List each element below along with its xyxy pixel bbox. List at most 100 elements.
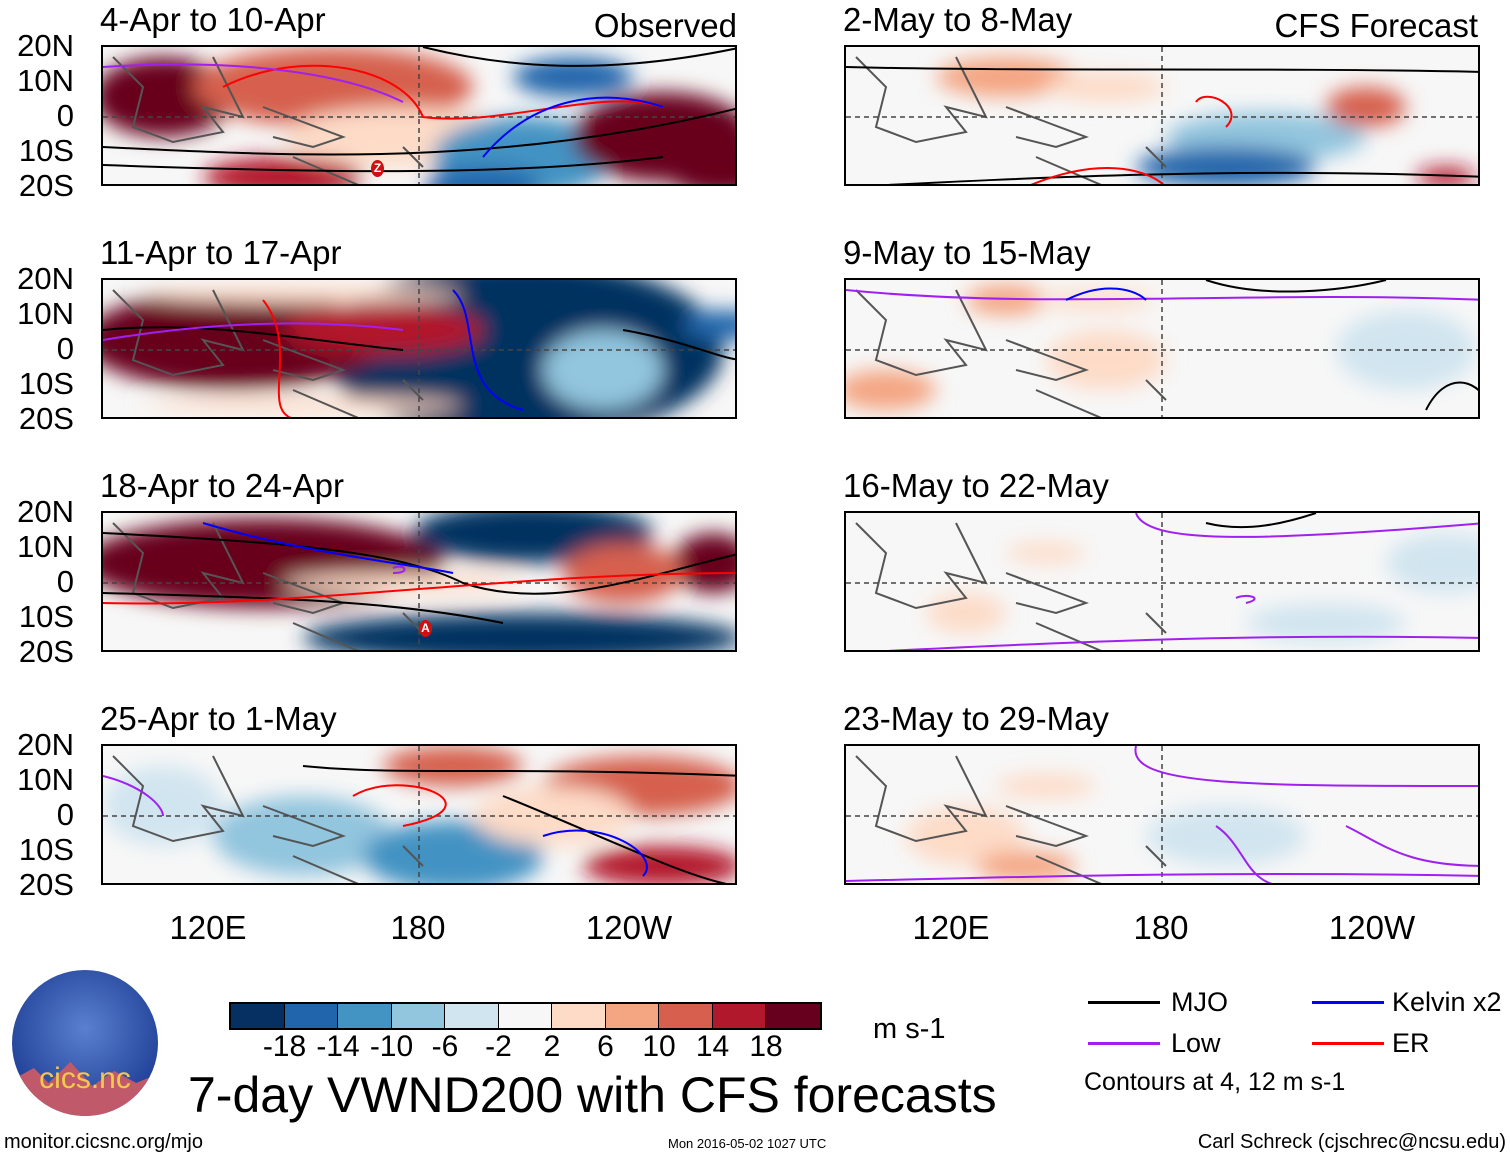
longitude-label: 120W	[585, 909, 673, 946]
panel-title: 23-May to 29-May	[843, 700, 1109, 737]
colorbar-swatch	[231, 1004, 285, 1028]
anomaly-field	[1386, 533, 1478, 593]
colorbar-tick: 6	[597, 1030, 614, 1063]
forecast-map-panel	[844, 278, 1480, 419]
colorbar-tick: -2	[485, 1030, 512, 1063]
contour-line	[262, 299, 292, 417]
anomaly-field	[906, 806, 1026, 866]
contour-line	[103, 107, 735, 156]
coastline	[112, 755, 424, 883]
panel-title: 11-Apr to 17-Apr	[100, 234, 342, 271]
observed-map-panel: Z	[101, 45, 737, 186]
contour-line	[622, 329, 735, 361]
contour-line	[846, 66, 1478, 73]
colorbar-tick: 10	[642, 1030, 676, 1063]
anomaly-field	[976, 851, 1076, 881]
latitude-label: 20S	[18, 168, 74, 203]
latitude-label: 10S	[18, 599, 74, 634]
colorbar-swatch	[605, 1004, 659, 1028]
anomaly-field	[1046, 330, 1166, 390]
anomaly-field	[1246, 603, 1406, 643]
forecast-map-panel	[844, 511, 1480, 652]
latitude-label: 10S	[18, 366, 74, 401]
legend-mjo-line	[1088, 1001, 1160, 1004]
storm-marker: Z	[371, 160, 384, 177]
contour-line	[846, 872, 1478, 882]
anomaly-field	[383, 746, 523, 786]
colorbar-swatch	[391, 1004, 445, 1028]
contour-line	[846, 289, 1478, 301]
contour-line	[1345, 825, 1478, 867]
latitude-label: 10N	[17, 529, 74, 564]
contour-line	[103, 63, 404, 103]
legend-low-label: Low	[1171, 1028, 1221, 1058]
colorbar-tick: -10	[369, 1030, 414, 1063]
coastline	[855, 289, 1167, 417]
legend-kelvin-line	[1312, 1001, 1384, 1004]
latitude-label: 20S	[18, 634, 74, 669]
panel-title: 25-Apr to 1-May	[100, 700, 337, 737]
latitude-label: 10N	[17, 762, 74, 797]
contour-line	[1195, 95, 1233, 128]
latitude-label: 10N	[17, 296, 74, 331]
contour-line	[502, 795, 727, 883]
contour-line	[1425, 381, 1478, 411]
contour-line	[422, 47, 735, 67]
anomaly-field	[846, 370, 936, 410]
latitude-label: 20S	[18, 401, 74, 436]
colorbar-swatch	[498, 1004, 552, 1028]
panel-title: 9-May to 15-May	[843, 234, 1091, 271]
coastline	[112, 56, 424, 184]
coastline	[855, 56, 1167, 184]
contour-line	[1065, 287, 1147, 301]
longitude-label: 120W	[1328, 909, 1416, 946]
coastline	[855, 522, 1167, 650]
contour-line	[103, 532, 735, 595]
anomaly-field	[966, 285, 1046, 315]
colorbar-swatch	[445, 1004, 499, 1028]
legend-er-label: ER	[1392, 1028, 1430, 1058]
anomaly-field	[1006, 543, 1086, 563]
latitude-label: 20N	[17, 727, 74, 762]
cics-logo: cics.nc	[12, 970, 158, 1116]
footer-credit: Carl Schreck (cjschrec@ncsu.edu)	[1197, 1131, 1506, 1153]
colorbar-swatch	[766, 1004, 820, 1028]
latitude-label: 10S	[18, 133, 74, 168]
latitude-label: 0	[56, 98, 74, 133]
colorbar-swatch	[284, 1004, 338, 1028]
legend-low-line	[1088, 1042, 1160, 1045]
contour-line	[352, 784, 447, 827]
panel-title: 2-May to 8-May	[843, 1, 1073, 38]
contour-line	[222, 64, 664, 120]
anomaly-field	[1046, 72, 1166, 102]
panel-title: 4-Apr to 10-Apr	[100, 1, 326, 38]
colorbar-swatch	[552, 1004, 606, 1028]
footer-url[interactable]: monitor.cicsnc.org/mjo	[4, 1131, 203, 1153]
contour-line	[886, 171, 1478, 184]
contour-line	[1134, 746, 1478, 787]
latitude-label: 10N	[17, 63, 74, 98]
colorbar-tick: 18	[749, 1030, 783, 1063]
colorbar-swatch	[659, 1004, 713, 1028]
forecast-map-panel	[844, 45, 1480, 186]
anomaly-field	[683, 310, 735, 340]
anomaly-field	[583, 846, 735, 883]
colorbar-tick: 2	[543, 1030, 561, 1063]
anomaly-field	[303, 613, 735, 650]
panel-title: 16-May to 22-May	[843, 467, 1109, 504]
contour-line	[452, 289, 524, 411]
legend-kelvin-label: Kelvin x2	[1392, 987, 1502, 1017]
anomaly-field	[1326, 87, 1406, 127]
latitude-label: 20N	[17, 261, 74, 296]
contour-line	[1235, 594, 1256, 604]
colorbar-tick: 14	[695, 1030, 730, 1063]
colorbar	[229, 1002, 822, 1030]
observed-map-panel	[101, 278, 737, 419]
anomaly-field	[143, 287, 463, 303]
latitude-label: 0	[56, 564, 74, 599]
colorbar-swatch	[712, 1004, 766, 1028]
contour-line	[103, 326, 404, 351]
contour-line	[1135, 513, 1478, 538]
footer-timestamp: Mon 2016-05-02 1027 UTC	[668, 1136, 827, 1151]
contour-line	[202, 522, 454, 574]
